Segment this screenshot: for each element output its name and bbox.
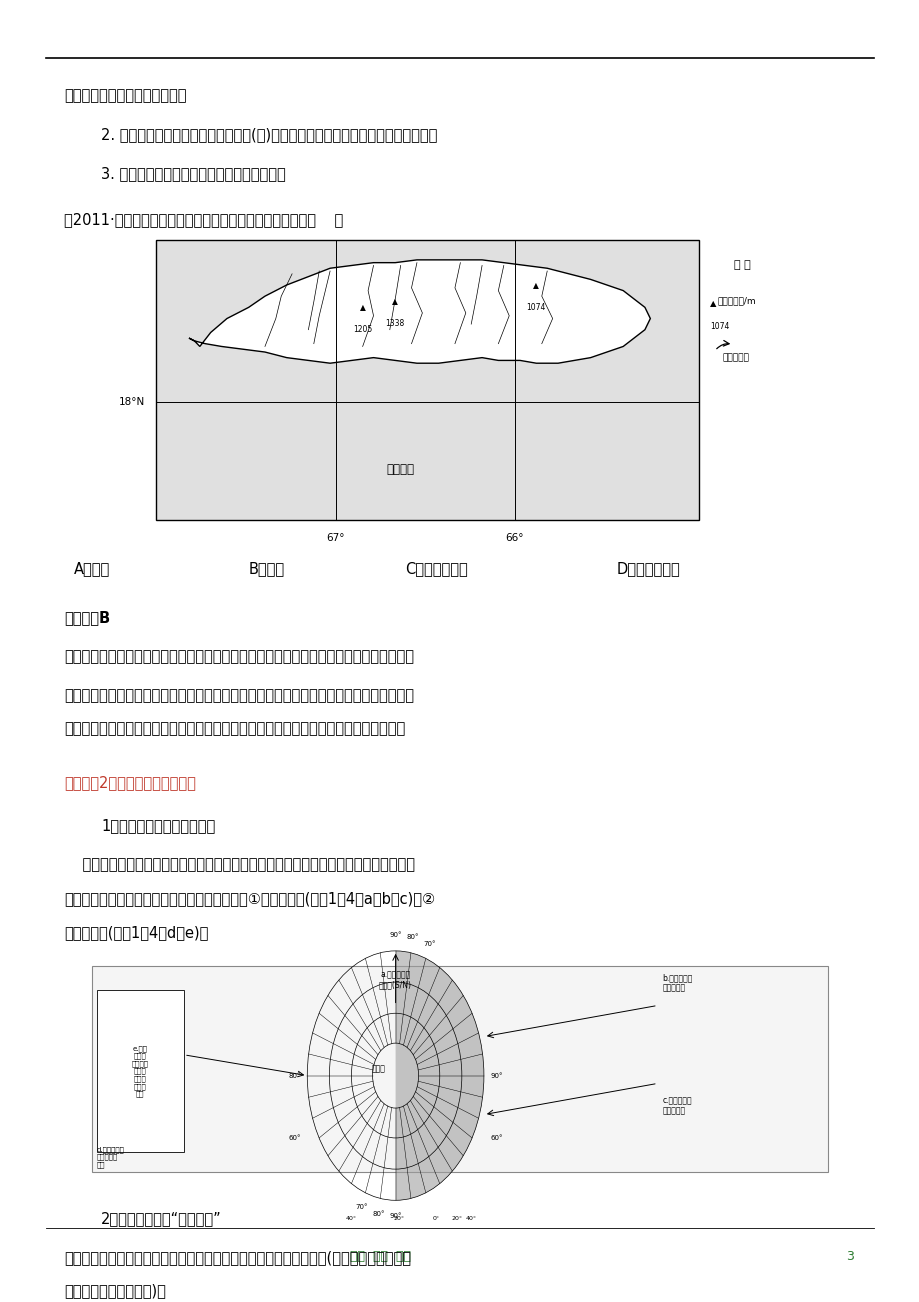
Text: 中山站: 中山站 <box>371 1065 386 1074</box>
Text: 心的平面与球面的交线)。: 心的平面与球面的交线)。 <box>64 1284 166 1298</box>
Text: 【答案】B: 【答案】B <box>64 611 110 625</box>
Text: 1074: 1074 <box>709 322 729 331</box>
Bar <box>156 241 698 519</box>
Text: 40°: 40° <box>346 1216 357 1221</box>
Text: ▲: ▲ <box>359 303 365 312</box>
Text: 河流、湖泊: 河流、湖泊 <box>721 353 748 362</box>
Text: 20°: 20° <box>393 1216 404 1221</box>
Bar <box>96 990 184 1152</box>
Text: ▲: ▲ <box>533 281 539 289</box>
Text: C．东北一西南: C．东北一西南 <box>404 561 467 577</box>
Bar <box>92 966 827 1172</box>
Text: 【高考点2】经纬网的判读与应用: 【高考点2】经纬网的判读与应用 <box>64 776 196 790</box>
Text: d.根据经度等
分格数确定
度差: d.根据经度等 分格数确定 度差 <box>96 1146 124 1168</box>
Text: 20°: 20° <box>451 1216 462 1221</box>
Text: D．西北一东南: D．西北一东南 <box>616 561 679 577</box>
Text: 0°: 0° <box>432 1216 439 1221</box>
Text: e.根据
地球自
转方向，
经度数
値增加
的为东
经度: e.根据 地球自 转方向， 经度数 値增加 的为东 经度 <box>131 1046 149 1098</box>
Text: a.根据圆心处
的字母(S/N): a.根据圆心处 的字母(S/N) <box>379 970 412 990</box>
Text: 【2011·海南卷】读图判断图示岛屿的山脉主体走向大致为（    ）: 【2011·海南卷】读图判断图示岛屿的山脉主体走向大致为（ ） <box>64 212 344 227</box>
Text: 80°: 80° <box>371 1211 384 1217</box>
Text: 90°: 90° <box>389 1213 402 1219</box>
Polygon shape <box>395 950 483 1200</box>
Text: c.根据地球自
转方向确定: c.根据地球自 转方向确定 <box>662 1096 691 1116</box>
Bar <box>156 241 698 519</box>
Text: 利用经纬网可以确定地表任何一点的地理坐标。常见的有方格状经纬网图和极地经纬网: 利用经纬网可以确定地表任何一点的地理坐标。常见的有方格状经纬网图和极地经纬网 <box>64 857 415 872</box>
Text: ▲: ▲ <box>709 298 716 307</box>
Text: 1205: 1205 <box>353 326 372 335</box>
Text: 66°: 66° <box>505 533 523 543</box>
Text: 60°: 60° <box>288 1135 301 1141</box>
Text: 图 例: 图 例 <box>733 260 750 270</box>
Text: 山峰、海拔/m: 山峰、海拔/m <box>717 296 755 305</box>
Text: B．东西: B．东西 <box>248 561 284 577</box>
Polygon shape <box>188 260 650 363</box>
Text: 90°: 90° <box>490 1073 503 1078</box>
Text: 所学知识求得答案。解答本题的最大失误多在于不能准确判断出山脊的位置而造成失分。: 所学知识求得答案。解答本题的最大失误多在于不能准确判断出山脊的位置而造成失分。 <box>64 721 405 736</box>
Text: 70°: 70° <box>423 941 436 947</box>
Text: 图两种。其中，极地经纬网图的判读方法如下：①确定南北纬(见图1－4中a、b、c)；②: 图两种。其中，极地经纬网图的判读方法如下：①确定南北纬(见图1－4中a、b、c)… <box>64 891 435 906</box>
Text: 70°: 70° <box>355 1204 368 1211</box>
Text: 确定东西经(见图1－4中d、e)。: 确定东西经(见图1－4中d、e)。 <box>64 924 209 940</box>
Text: 1338: 1338 <box>385 319 404 328</box>
Text: 80°: 80° <box>406 935 419 940</box>
Text: 【解析】根据河流的分水特点确定山脊位置，根据经纬网确定山脉的大致走向为东西方向。: 【解析】根据河流的分水特点确定山脊位置，根据经纬网确定山脉的大致走向为东西方向。 <box>64 650 414 664</box>
Text: 67°: 67° <box>326 533 345 543</box>
Text: 90°: 90° <box>389 932 402 939</box>
Text: 2. 明确确定方向的方法，知道经纬线(度)的作用并通过生活经验加以落实尤为重要。: 2. 明确确定方向的方法，知道经纬线(度)的作用并通过生活经验加以落实尤为重要。 <box>101 128 437 142</box>
Text: 1．利用经纬网确定地理坐标: 1．利用经纬网确定地理坐标 <box>101 819 215 833</box>
Text: 40°: 40° <box>466 1216 477 1221</box>
Text: 18°N: 18°N <box>119 397 145 408</box>
Text: 指从赤道到两极的纬度的大小。: 指从赤道到两极的纬度的大小。 <box>64 89 187 103</box>
Text: 地球上两点间最短航线为球面最短距离，即经过两点的大圆季弧长度(注：所谓大圆指过地: 地球上两点间最短航线为球面最短距离，即经过两点的大圆季弧长度(注：所谓大圆指过地 <box>64 1250 411 1264</box>
Text: b.根据海陆轮
廓确定半球: b.根据海陆轮 廓确定半球 <box>662 973 692 992</box>
Text: 用心  爱心  专心: 用心 爱心 专心 <box>349 1250 410 1263</box>
Text: 80°: 80° <box>288 1073 301 1078</box>
Text: A．南北: A．南北 <box>74 561 109 577</box>
Text: 3. 建立空间概念，把握经纬网的作用和意义。: 3. 建立空间概念，把握经纬网的作用和意义。 <box>101 167 286 181</box>
Text: 加勒比海: 加勒比海 <box>386 462 414 475</box>
Text: ▲: ▲ <box>391 297 398 306</box>
Text: 1074: 1074 <box>526 302 546 311</box>
Text: 60°: 60° <box>490 1135 503 1141</box>
Text: 2．利用经纬网定“最短航线”: 2．利用经纬网定“最短航线” <box>101 1211 221 1225</box>
Text: 【高考真题命题分析】高考试题考查的立意在于其综合性，要求学生在答题时必须充分调用: 【高考真题命题分析】高考试题考查的立意在于其综合性，要求学生在答题时必须充分调用 <box>64 689 414 703</box>
Text: 3: 3 <box>845 1250 854 1263</box>
